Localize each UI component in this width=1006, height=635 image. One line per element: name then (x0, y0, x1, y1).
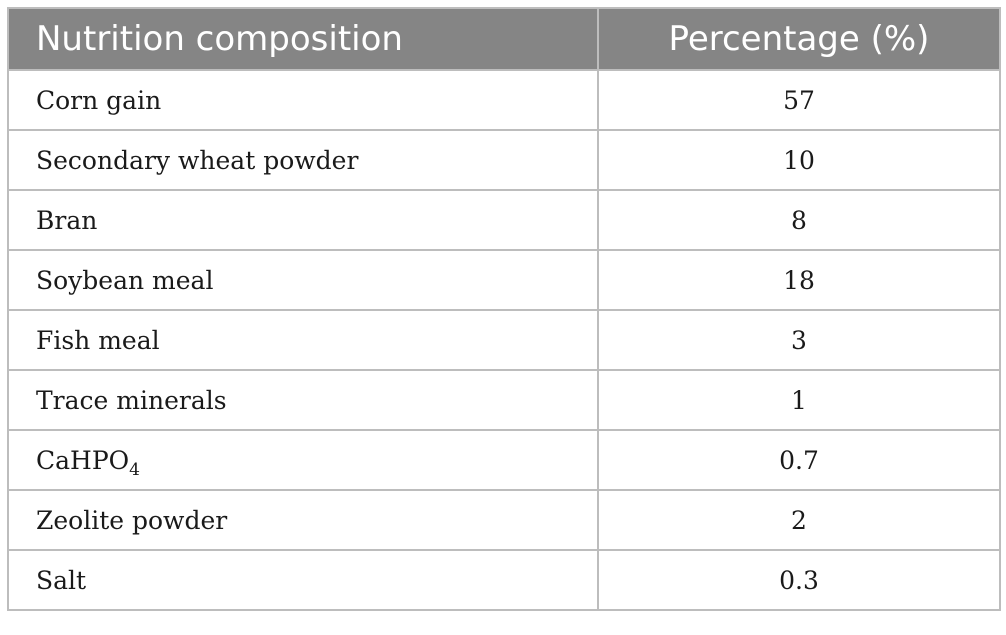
row-value-cell: 0.3 (597, 549, 1001, 611)
table-row: Salt 0.3 (7, 549, 1001, 611)
row-value-cell: 18 (597, 249, 1001, 311)
table-row: Fish meal 3 (7, 309, 1001, 371)
row-value-cell: 0.7 (597, 429, 1001, 491)
row-value-cell: 3 (597, 309, 1001, 371)
row-name-cell: Fish meal (7, 309, 599, 371)
row-value-cell: 1 (597, 369, 1001, 431)
chemical-formula: CaHPO (36, 445, 130, 475)
table-header: Nutrition composition Percentage (%) (7, 7, 1001, 71)
row-value-cell: 2 (597, 489, 1001, 551)
nutrition-table: Nutrition composition Percentage (%) Cor… (7, 7, 1001, 611)
table-row: Zeolite powder 2 (7, 489, 1001, 551)
row-name-cell: Bran (7, 189, 599, 251)
table-row: Corn gain 57 (7, 69, 1001, 131)
row-name-cell: Corn gain (7, 69, 599, 131)
row-name-cell: Trace minerals (7, 369, 599, 431)
row-name-cell: Zeolite powder (7, 489, 599, 551)
formula-subscript: 4 (129, 459, 140, 480)
row-name-cell: Salt (7, 549, 599, 611)
row-name-cell: Soybean meal (7, 249, 599, 311)
table-row: Secondary wheat powder 10 (7, 129, 1001, 191)
nutrition-table-container: Nutrition composition Percentage (%) Cor… (7, 7, 1001, 611)
row-value-cell: 57 (597, 69, 1001, 131)
row-value-cell: 10 (597, 129, 1001, 191)
header-row: Nutrition composition Percentage (%) (7, 7, 1001, 71)
table-body: Corn gain 57 Secondary wheat powder 10 B… (7, 69, 1001, 611)
column-header-nutrition-composition: Nutrition composition (7, 7, 599, 71)
table-row: CaHPO4 0.7 (7, 429, 1001, 491)
table-row: Soybean meal 18 (7, 249, 1001, 311)
column-header-percentage: Percentage (%) (597, 7, 1001, 71)
table-row: Trace minerals 1 (7, 369, 1001, 431)
row-value-cell: 8 (597, 189, 1001, 251)
row-name-cell: CaHPO4 (7, 429, 599, 491)
row-name-cell: Secondary wheat powder (7, 129, 599, 191)
table-row: Bran 8 (7, 189, 1001, 251)
